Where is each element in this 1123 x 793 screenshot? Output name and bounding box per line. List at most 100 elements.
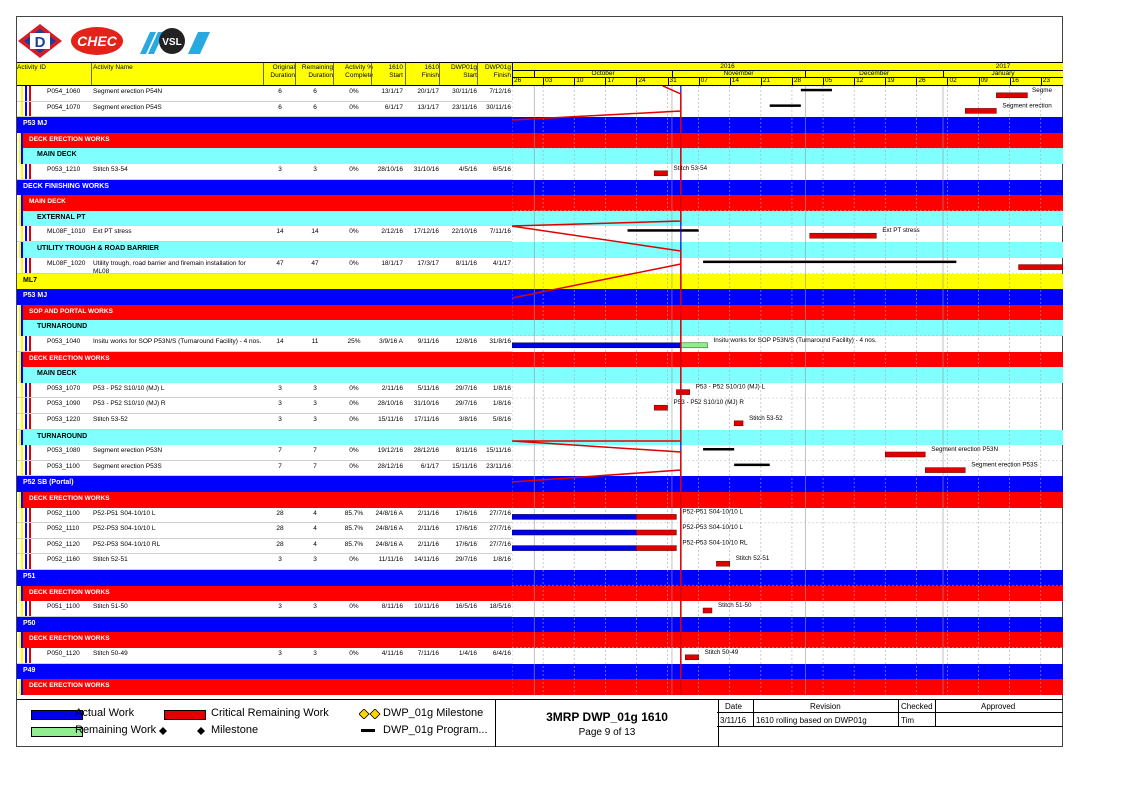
timeline-week: 14: [731, 77, 739, 84]
table-row[interactable]: P052_1100 P52-P51 S04-10/10 L 28 4 85.7% 24/8…: [17, 507, 512, 524]
group-band-g3[interactable]: MAIN DECK: [17, 148, 1063, 164]
table-row[interactable]: P052_1120 P52-P53 S04-10/10 RL 28 4 85.7% 24/…: [17, 538, 512, 555]
header-col-ds: DWP01g Start: [441, 64, 477, 80]
table-row[interactable]: ML08F_1010 Ext PT stress 14 14 0% 2/12/16 17/1…: [17, 226, 512, 242]
cell-ds: 23/11/16: [452, 103, 477, 111]
group-band-g3[interactable]: TURNAROUND: [17, 320, 1063, 336]
group-band-g1[interactable]: P52 SB (Portal): [17, 476, 1063, 492]
cell-ds: 16/5/16: [455, 603, 477, 611]
rev-header-date: Date: [725, 702, 742, 711]
group-band-g2[interactable]: DECK ERECTION WORKS: [17, 351, 1063, 368]
group-band-g2[interactable]: DECK ERECTION WORKS: [17, 632, 1063, 648]
gantt-bar-critical: [653, 404, 668, 411]
group-band-g1[interactable]: P53 MJ: [17, 289, 1063, 305]
cell-pc: 85.7%: [344, 525, 364, 533]
cell-s: 24/8/16 A: [375, 509, 403, 517]
cell-df: 27/7/16: [489, 509, 511, 517]
gantt-task-label: Segment erection P53N: [931, 446, 998, 453]
cell-pc: 0%: [349, 650, 359, 657]
group-band-g1[interactable]: P49: [17, 663, 1063, 680]
legend: Actual Work Critical Remaining Work DWP_…: [17, 699, 1063, 748]
table-row[interactable]: P050_1120 Stitch 50-49 3 3 0% 4/11/16 7/11/16 1…: [17, 648, 512, 664]
group-band-g2[interactable]: MAIN DECK: [17, 195, 1063, 211]
table-row[interactable]: P054_1060 Segment erection P54N 6 6 0% 13/1/1…: [17, 86, 512, 102]
cell-pc: 85.7%: [344, 540, 364, 548]
table-row[interactable]: P053_1210 Stitch 53-54 3 3 0% 28/10/16 31/10/1…: [17, 164, 512, 180]
cell-id: P053_1080: [47, 447, 81, 455]
cell-id: P052_1110: [47, 525, 80, 533]
group-band-g1[interactable]: DECK FINISHING WORKS: [17, 179, 1063, 196]
group-band-g2[interactable]: DECK ERECTION WORKS: [17, 492, 1063, 508]
group-band-g2[interactable]: DECK ERECTION WORKS: [17, 132, 1063, 149]
cell-name: Stitch 51-50: [93, 603, 128, 611]
header-col-pc-line: Complete: [345, 72, 373, 79]
table-row[interactable]: P053_1100 Segment erection P53S 7 7 0% 28/12/…: [17, 460, 512, 477]
group-band-fill: [19, 195, 1063, 211]
vsl-logo-text: VSL: [162, 37, 181, 48]
cell-name: Stitch 52-51: [93, 556, 128, 564]
group-band-g3[interactable]: EXTERNAL PT: [17, 210, 1063, 227]
table-row[interactable]: P053_1090 P53 - P52 S10/10 (MJ) R 3 3 0% 28/1…: [17, 398, 512, 414]
group-band-fill: [19, 492, 1063, 508]
group-band-g3[interactable]: MAIN DECK: [17, 367, 1063, 383]
table-row[interactable]: P051_1100 Stitch 51-50 3 3 0% 8/11/16 10/11/16…: [17, 601, 512, 617]
header-col-f-line: 1610: [424, 64, 439, 71]
legend-program-label: DWP_01g Program...: [383, 724, 488, 736]
d-logo-text: D: [35, 34, 46, 51]
group-band-fill: [19, 632, 1063, 648]
table-row[interactable]: P052_1160 Stitch 52-51 3 3 0% 11/11/16 14/11/1…: [17, 554, 512, 570]
table-row[interactable]: ML08F_1020 Utility trough, road barrier a…: [17, 257, 512, 274]
table-row[interactable]: P054_1070 Segment erection P54S 6 6 0% 6/1/17…: [17, 101, 512, 118]
cell-od: 7: [278, 462, 282, 470]
group-band-g3[interactable]: UTILITY TROUGH & ROAD BARRIER: [17, 242, 1063, 258]
gantt-bar-program: [703, 448, 735, 451]
group-band-g2[interactable]: DECK ERECTION WORKS: [17, 679, 1063, 695]
cell-ds: 15/11/16: [452, 462, 477, 470]
group-label: P49: [23, 666, 36, 674]
cell-name: Segment erection P53N: [93, 447, 163, 455]
cell-df: 6/5/16: [492, 166, 511, 173]
cell-od: 3: [278, 556, 282, 564]
table-row[interactable]: P052_1110 P52-P53 S04-10/10 L 28 4 85.7% 24/8…: [17, 523, 512, 539]
cell-ds: 29/7/16: [455, 400, 477, 408]
cell-rd: 3: [313, 400, 317, 408]
cell-rd: 4: [313, 509, 317, 517]
group-band-g0[interactable]: ML7: [17, 273, 1063, 290]
table-row[interactable]: P053_1080 Segment erection P53N 7 7 0% 19/12/…: [17, 445, 512, 461]
header-col-s-line: Start: [389, 72, 403, 79]
group-band-g2[interactable]: SOP AND PORTAL WORKS: [17, 304, 1063, 321]
group-band-g3[interactable]: TURNAROUND: [17, 429, 1063, 446]
group-band-g1[interactable]: P51: [17, 570, 1063, 586]
cell-df: 4/1/17: [492, 259, 511, 267]
cell-df: 5/8/16: [492, 416, 511, 423]
gantt-task-label: Segment erection: [1002, 102, 1052, 109]
rev-header-approved: Approved: [981, 702, 1016, 711]
cell-rd: 6: [313, 103, 317, 111]
table-row[interactable]: P053_1070 P53 - P52 S10/10 (MJ) L 3 3 0% 2/11…: [17, 382, 512, 399]
header-col-rd-line: Duration: [308, 72, 333, 79]
cell-f: 31/10/16: [413, 166, 439, 173]
timeline-year: 2016: [720, 63, 735, 70]
cell-rd: 14: [311, 228, 319, 236]
group-band-fill: [17, 476, 1063, 492]
cell-s: 28/10/16: [377, 400, 403, 408]
cell-df: 1/8/16: [492, 400, 511, 408]
gantt-bar-critical: [1018, 264, 1063, 270]
cell-ds: 22/10/16: [451, 228, 477, 236]
cell-name: Segment erection P53S: [93, 462, 162, 470]
gantt-bar-remaining: [680, 342, 708, 349]
group-label: EXTERNAL PT: [37, 213, 86, 221]
cell-ds: 1/4/16: [458, 650, 477, 657]
legend-program-swatch: [361, 729, 375, 732]
table-row[interactable]: P053_1220 Stitch 53-52 3 3 0% 15/11/16 17/11/1…: [17, 414, 512, 430]
header-col-id-line: Activity ID: [17, 64, 46, 71]
header-col-name: Activity Name: [93, 64, 263, 72]
group-band-g2[interactable]: DECK ERECTION WORKS: [17, 585, 1063, 602]
cell-pc: 0%: [349, 88, 359, 95]
table-row[interactable]: P053_1040 Insitu works for SOP P53N/S (Tu…: [17, 336, 512, 352]
legend-critical-label: Critical Remaining Work: [211, 707, 329, 719]
group-band-fill: [19, 679, 1063, 695]
cell-s: 18/1/17: [381, 259, 403, 267]
group-band-g1[interactable]: P53 MJ: [17, 117, 1063, 133]
group-band-g1[interactable]: P50: [17, 616, 1063, 633]
